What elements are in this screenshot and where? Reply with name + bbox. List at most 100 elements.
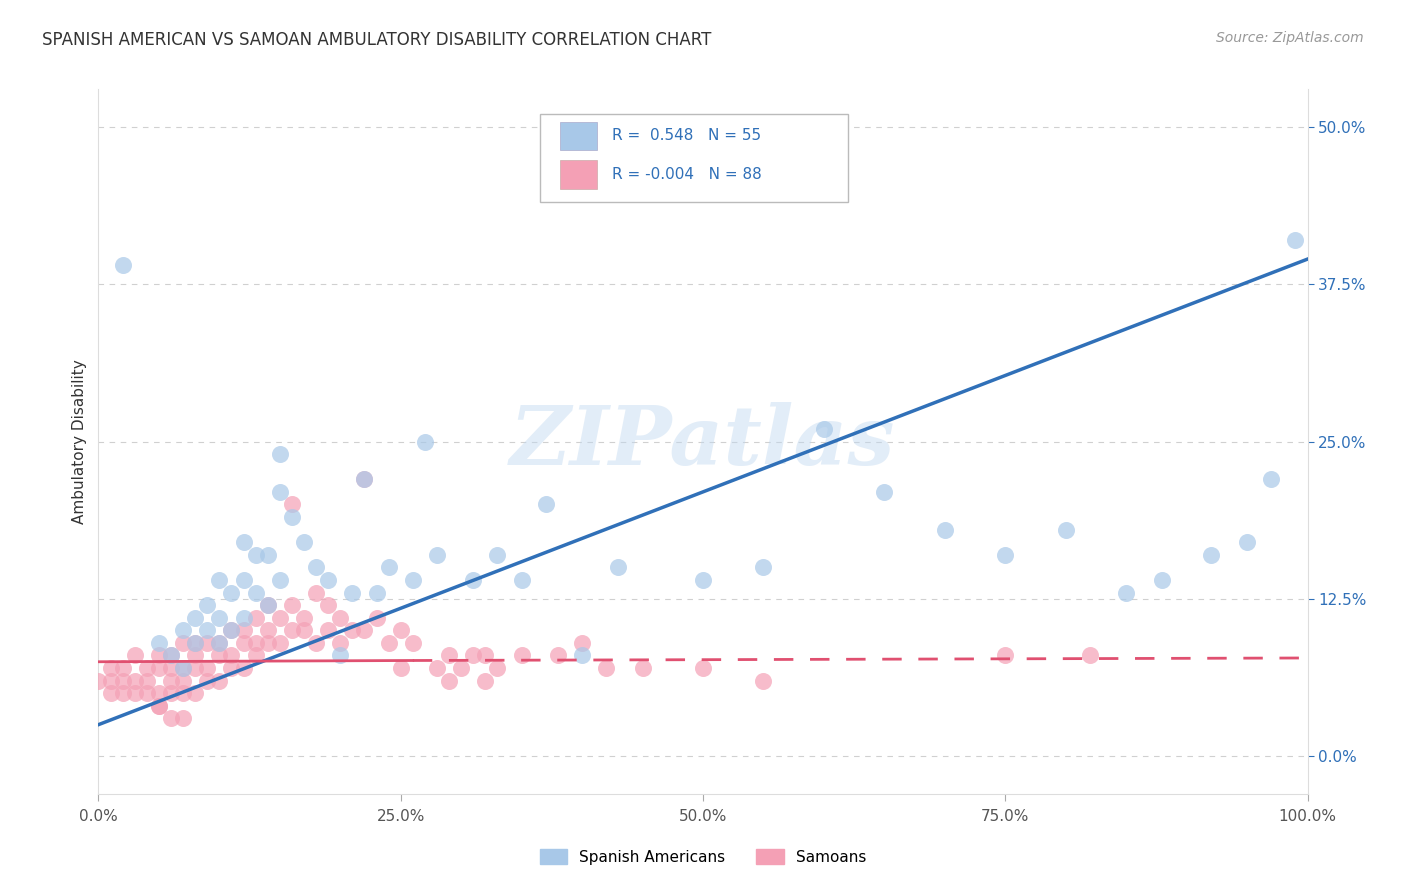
Point <box>160 648 183 663</box>
Point <box>195 636 218 650</box>
Bar <box>561 122 596 150</box>
Point <box>934 523 956 537</box>
Point <box>232 535 254 549</box>
Text: R =  0.548   N = 55: R = 0.548 N = 55 <box>613 128 762 144</box>
Point <box>329 611 352 625</box>
Point <box>245 611 267 625</box>
Point <box>245 585 267 599</box>
Point <box>692 661 714 675</box>
Point <box>366 585 388 599</box>
Point <box>100 661 122 675</box>
Point <box>195 598 218 612</box>
Point <box>329 636 352 650</box>
Point <box>135 661 157 675</box>
Point <box>221 585 243 599</box>
Point <box>463 573 485 587</box>
Text: Source: ZipAtlas.com: Source: ZipAtlas.com <box>1216 31 1364 45</box>
Point <box>148 698 170 713</box>
Point <box>172 636 194 650</box>
Point <box>426 661 449 675</box>
Point <box>148 698 170 713</box>
Point <box>172 673 194 688</box>
Point <box>160 711 183 725</box>
Point <box>172 661 194 675</box>
Point <box>316 598 339 612</box>
Point <box>631 661 654 675</box>
Legend: Spanish Americans, Samoans: Spanish Americans, Samoans <box>534 843 872 871</box>
Point <box>437 648 460 663</box>
Point <box>692 573 714 587</box>
Point <box>1236 535 1258 549</box>
Point <box>281 498 304 512</box>
Point <box>232 573 254 587</box>
Point <box>474 673 496 688</box>
Point <box>607 560 630 574</box>
Point <box>111 686 134 700</box>
Point <box>160 686 183 700</box>
Point <box>245 548 267 562</box>
Point <box>994 648 1017 663</box>
Point <box>377 636 399 650</box>
Point <box>1115 585 1137 599</box>
Point <box>305 585 328 599</box>
Point <box>269 611 291 625</box>
Bar <box>561 161 596 188</box>
Point <box>195 673 218 688</box>
Point <box>1152 573 1174 587</box>
Point <box>450 661 472 675</box>
Text: R = -0.004   N = 88: R = -0.004 N = 88 <box>613 167 762 182</box>
Point <box>474 648 496 663</box>
Point <box>366 611 388 625</box>
Point <box>100 673 122 688</box>
Text: SPANISH AMERICAN VS SAMOAN AMBULATORY DISABILITY CORRELATION CHART: SPANISH AMERICAN VS SAMOAN AMBULATORY DI… <box>42 31 711 49</box>
Point <box>377 560 399 574</box>
Point <box>195 661 218 675</box>
Point <box>160 673 183 688</box>
Point <box>486 548 509 562</box>
Point <box>172 661 194 675</box>
Point <box>124 673 146 688</box>
Point <box>232 624 254 638</box>
Point <box>389 661 412 675</box>
Point <box>256 598 278 612</box>
Point <box>571 648 593 663</box>
Point <box>208 611 231 625</box>
Point <box>184 686 207 700</box>
Point <box>571 636 593 650</box>
Point <box>184 611 207 625</box>
Point <box>124 648 146 663</box>
Point <box>208 573 231 587</box>
Point <box>316 624 339 638</box>
Point <box>172 624 194 638</box>
Point <box>111 661 134 675</box>
Point <box>1260 472 1282 486</box>
Point <box>752 673 775 688</box>
Point <box>534 498 557 512</box>
Point <box>269 447 291 461</box>
Point <box>292 611 315 625</box>
Y-axis label: Ambulatory Disability: Ambulatory Disability <box>72 359 87 524</box>
Point <box>256 636 278 650</box>
Point <box>292 535 315 549</box>
Point <box>342 585 364 599</box>
Point <box>329 648 352 663</box>
Point <box>208 673 231 688</box>
Point <box>208 636 231 650</box>
Point <box>232 611 254 625</box>
Point <box>437 673 460 688</box>
Point <box>184 648 207 663</box>
Point <box>463 648 485 663</box>
Point <box>172 686 194 700</box>
Point <box>221 661 243 675</box>
Point <box>256 624 278 638</box>
Point <box>281 624 304 638</box>
Point <box>135 673 157 688</box>
Point <box>111 673 134 688</box>
Point <box>232 661 254 675</box>
Point <box>426 548 449 562</box>
Point <box>281 510 304 524</box>
Point <box>124 686 146 700</box>
Point <box>269 573 291 587</box>
Point <box>353 472 375 486</box>
Point <box>208 648 231 663</box>
